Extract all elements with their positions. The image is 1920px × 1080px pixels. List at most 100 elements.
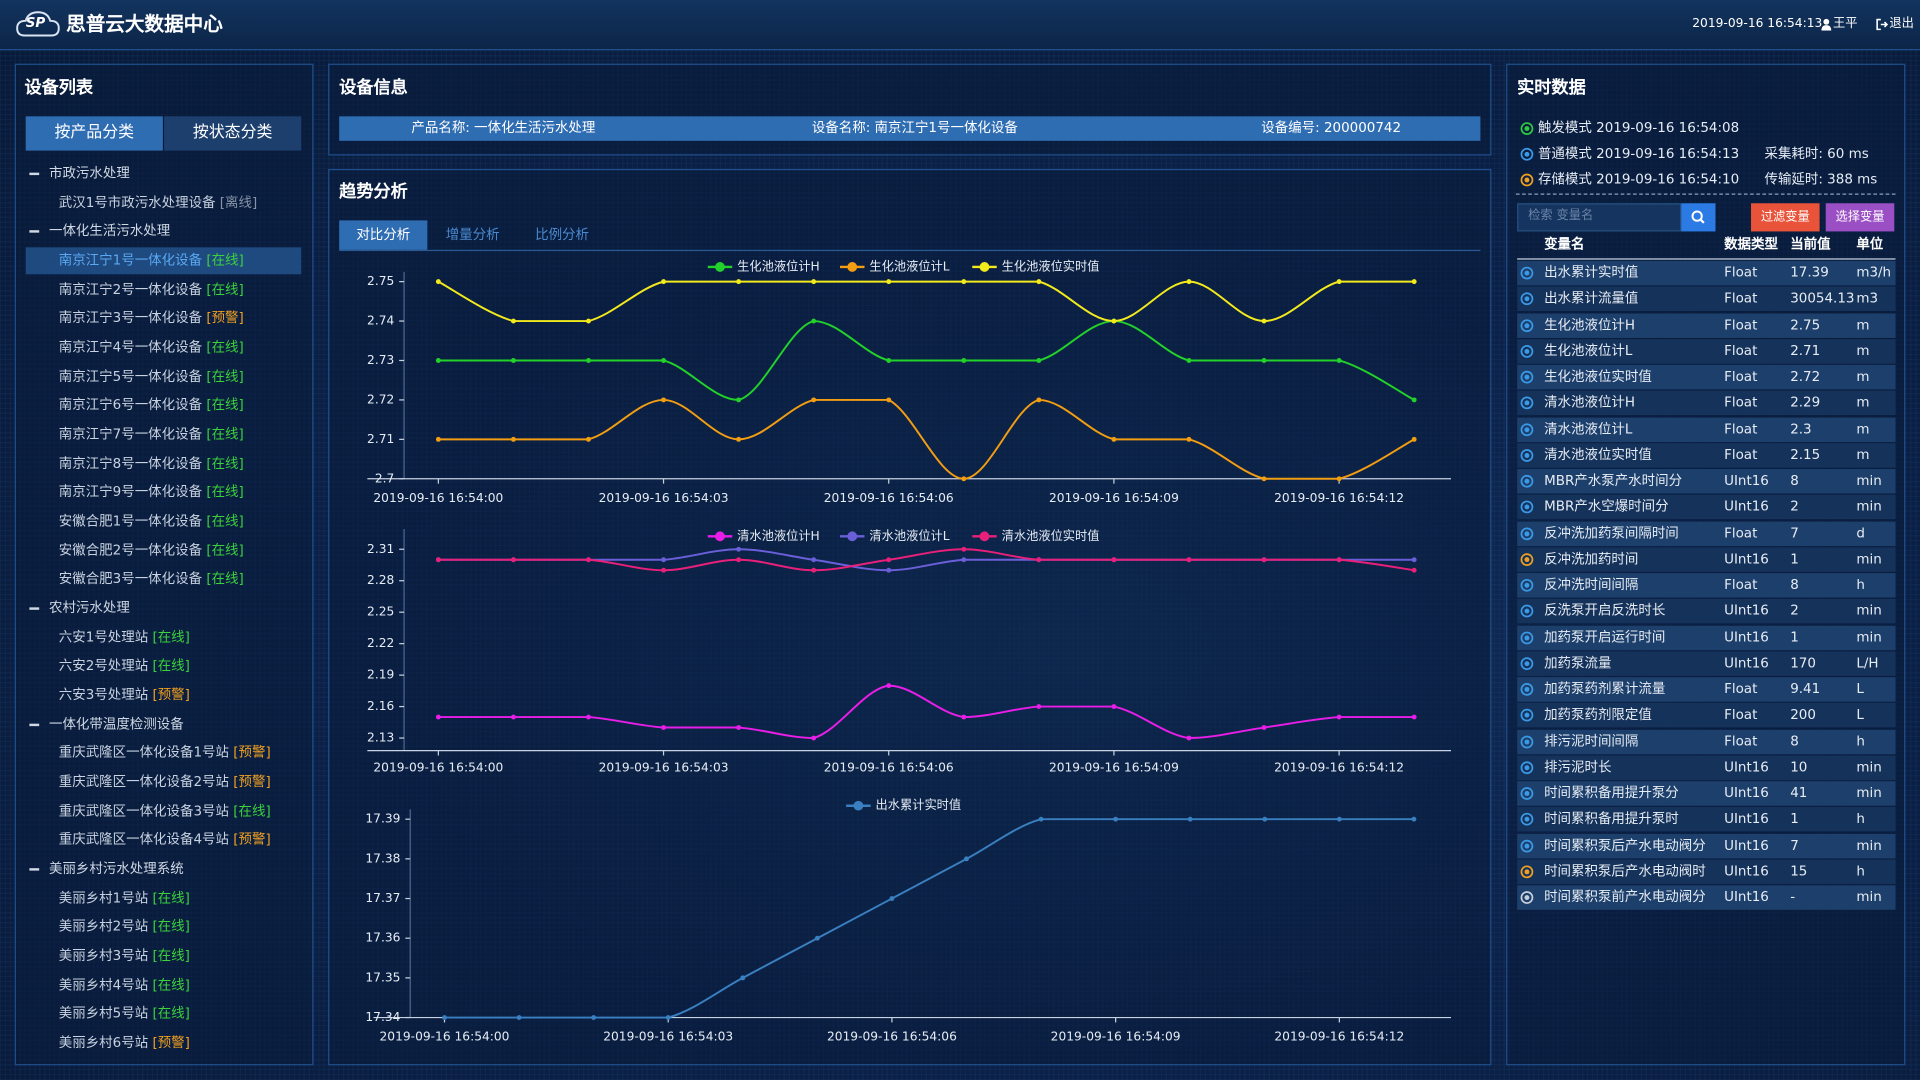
device-item[interactable]: 重庆武隆区一体化设备4号站 [预警] [59,828,271,852]
user-name[interactable]: 王平 [1833,17,1858,31]
group-name[interactable]: 市政污水处理 [48,165,130,182]
logout-icon [1876,18,1889,31]
info-value: 南京江宁1号一体化设备 [874,120,1018,136]
table-row[interactable] [1517,859,1896,884]
device-item[interactable]: 南京江宁4号一体化设备 [在线] [59,336,244,360]
group-name[interactable]: 农村污水处理 [48,600,130,616]
tab[interactable]: 对比分析 [339,220,428,250]
info-field: 设备名称: 南京江宁1号一体化设备 [812,116,1018,140]
device-item[interactable]: 安徽合肥3号一体化设备 [在线] [59,567,244,591]
group-name[interactable]: 一体化带温度检测设备 [48,715,184,732]
filter-button[interactable]: 过滤变量 [1751,203,1820,232]
table-cell: 30054.13 [1790,290,1855,307]
table-row[interactable] [1517,547,1896,572]
device-item[interactable]: 武汉1号市政污水处理设备 [离线] [59,191,257,215]
device-item[interactable]: 南京江宁1号一体化设备 [在线] [59,249,244,273]
device-item[interactable]: 重庆武隆区一体化设备3号站 [在线] [59,799,271,823]
device-item[interactable]: 南京江宁2号一体化设备 [在线] [59,278,244,302]
tab[interactable]: 比例分析 [535,226,589,243]
device-item[interactable]: 南京江宁9号一体化设备 [在线] [59,480,244,504]
table-row[interactable] [1517,885,1896,910]
device-item[interactable]: 南京江宁8号一体化设备 [在线] [59,451,244,475]
device-item[interactable]: 南京江宁3号一体化设备 [预警] [59,307,244,331]
table-cell: - [1790,888,1796,905]
table-row[interactable] [1517,573,1896,598]
info-label: 设备名称: [811,120,871,136]
device-name: 美丽乡村5号站 [58,1005,149,1022]
device-item[interactable]: 南京江宁6号一体化设备 [在线] [59,394,244,418]
table-row[interactable] [1517,286,1896,312]
tab[interactable]: 按状态分类 [164,116,302,151]
table-row[interactable] [1517,312,1896,338]
tab[interactable]: 增量分析 [445,226,500,243]
device-item[interactable]: 六安2号处理站 [在线] [59,654,190,678]
table-row[interactable] [1517,495,1896,520]
table-cell: h [1856,862,1865,879]
device-status: [预警] [152,686,190,703]
device-item[interactable]: 美丽乡村1号站 [在线] [59,886,190,910]
table-row[interactable] [1517,729,1896,754]
device-item[interactable]: 六安1号处理站 [在线] [59,625,190,649]
device-item[interactable]: 美丽乡村6号站 [预警] [59,1031,190,1055]
device-name: 重庆武隆区一体化设备1号站 [58,744,229,761]
device-item[interactable]: 安徽合肥1号一体化设备 [在线] [59,509,244,533]
device-status: [在线] [152,629,190,645]
device-item[interactable]: 美丽乡村3号站 [在线] [59,944,190,968]
device-item[interactable]: 美丽乡村2号站 [在线] [59,915,190,939]
device-item[interactable]: 重庆武隆区一体化设备1号站 [预警] [59,741,271,765]
row-icon [1520,839,1534,852]
search-box[interactable] [1517,203,1682,232]
table-cell: 8 [1790,576,1799,593]
table-row[interactable] [1517,468,1896,494]
filter-button[interactable]: 选择变量 [1825,203,1895,232]
table-row[interactable] [1517,599,1896,624]
table-row[interactable] [1517,260,1896,286]
table-cell: 15 [1790,862,1808,879]
search-button[interactable] [1681,203,1716,232]
table-row[interactable] [1517,807,1896,832]
group-name[interactable]: 一体化生活污水处理 [48,223,171,240]
table-row[interactable] [1517,755,1896,780]
table-cell: Float [1724,420,1758,437]
device-status: [在线] [206,339,244,356]
table-row[interactable] [1517,521,1896,546]
table-cell: 生化池液位计L [1544,342,1633,359]
table-cell: Float [1724,368,1758,385]
tab[interactable]: 按产品分类 [25,116,163,151]
device-item[interactable]: 南京江宁5号一体化设备 [在线] [59,365,244,389]
table-row[interactable] [1517,442,1896,468]
device-item[interactable]: 六安3号处理站 [预警] [59,683,190,707]
device-item[interactable]: 美丽乡村4号站 [在线] [59,973,190,997]
table-row[interactable] [1517,390,1896,416]
table-cell: Float [1724,290,1758,307]
table-row[interactable] [1517,416,1896,442]
table-cell: 时间累积泵后产水电动阀时 [1544,862,1706,879]
column-header: 当前值 [1790,236,1831,253]
table-row[interactable] [1517,703,1896,728]
logout[interactable]: 退出 [1889,17,1914,31]
table-cell: 生化池液位实时值 [1544,368,1652,385]
table-cell: 生化池液位计H [1544,316,1636,333]
table-row[interactable] [1517,651,1896,676]
device-item[interactable]: 南京江宁7号一体化设备 [在线] [59,422,244,446]
row-icon [1520,396,1534,410]
table-row[interactable] [1517,781,1896,806]
table-row[interactable] [1517,833,1896,858]
table-cell: 反冲洗时间间隔 [1544,576,1639,593]
table-row[interactable] [1517,364,1896,390]
device-item[interactable]: 重庆武隆区一体化设备2号站 [预警] [59,770,271,794]
device-status: [在线] [206,455,244,472]
group-name[interactable]: 美丽乡村污水处理系统 [48,860,184,877]
device-item[interactable]: 美丽乡村5号站 [在线] [59,1002,190,1026]
device-item[interactable]: 安徽合肥2号一体化设备 [在线] [59,538,244,562]
table-cell: 反冲洗加药时间 [1544,550,1639,567]
mode-icon [1520,173,1534,187]
row-icon [1520,552,1534,566]
table-cell: Float [1724,576,1758,593]
device-name: 南京江宁2号一体化设备 [58,281,203,298]
table-row[interactable] [1517,338,1896,364]
table-row[interactable] [1517,677,1896,702]
table-row[interactable] [1517,625,1896,650]
device-name: 重庆武隆区一体化设备3号站 [58,802,229,819]
table-cell: L/H [1856,654,1879,671]
